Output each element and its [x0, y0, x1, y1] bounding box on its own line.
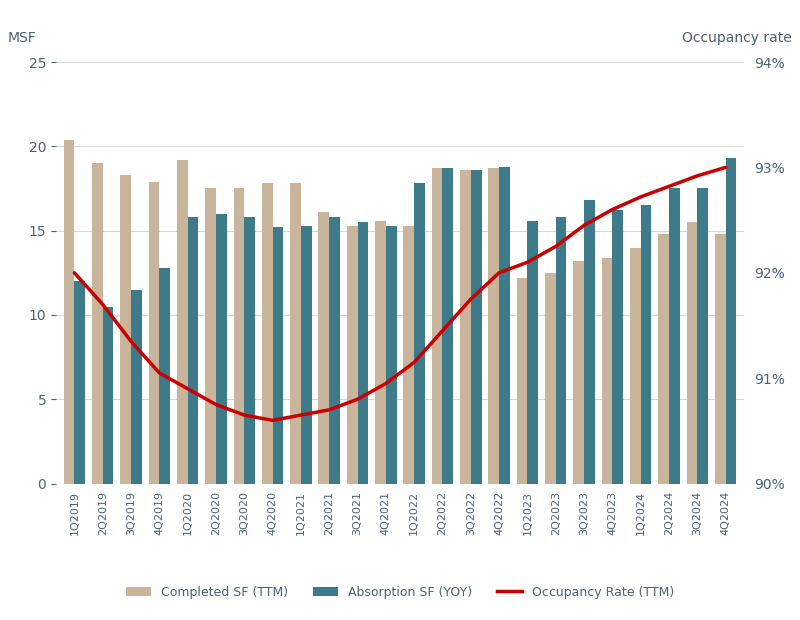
Bar [669, 188, 680, 484]
Bar [74, 281, 85, 484]
Bar [177, 160, 188, 484]
Bar [460, 170, 470, 484]
Bar [262, 184, 273, 484]
Occupancy Rate (TTM) [154, 370, 164, 377]
Bar [375, 221, 386, 484]
Occupancy Rate (TTM) [410, 358, 419, 366]
Occupancy Rate (TTM) [664, 183, 674, 190]
Bar [290, 184, 301, 484]
Occupancy Rate (TTM) [693, 172, 702, 180]
Bar [64, 140, 74, 484]
Bar [206, 188, 216, 484]
Bar [188, 217, 198, 484]
Bar [726, 158, 736, 484]
Bar [102, 306, 114, 484]
Bar [386, 226, 397, 484]
Text: MSF: MSF [8, 31, 37, 45]
Bar [273, 228, 283, 484]
Legend: Completed SF (TTM), Absorption SF (YOY), Occupancy Rate (TTM): Completed SF (TTM), Absorption SF (YOY),… [121, 581, 679, 604]
Occupancy Rate (TTM) [239, 412, 249, 419]
Bar [630, 247, 641, 484]
Bar [686, 222, 698, 484]
Occupancy Rate (TTM) [636, 193, 646, 201]
Bar [414, 184, 425, 484]
Bar [358, 222, 368, 484]
Bar [120, 175, 131, 484]
Bar [159, 268, 170, 484]
Occupancy Rate (TTM) [579, 221, 589, 229]
Bar [318, 212, 330, 484]
Bar [499, 167, 510, 484]
Bar [658, 234, 669, 484]
Bar [403, 226, 414, 484]
Bar [234, 188, 244, 484]
Occupancy Rate (TTM) [296, 412, 306, 419]
Bar [641, 205, 651, 484]
Bar [556, 217, 566, 484]
Bar [488, 168, 499, 484]
Occupancy Rate (TTM) [466, 295, 475, 303]
Bar [301, 226, 312, 484]
Bar [442, 168, 454, 484]
Occupancy Rate (TTM) [494, 269, 504, 277]
Bar [584, 200, 594, 484]
Occupancy Rate (TTM) [438, 327, 447, 335]
Occupancy Rate (TTM) [721, 164, 730, 171]
Bar [612, 210, 623, 484]
Occupancy Rate (TTM) [325, 406, 334, 414]
Occupancy Rate (TTM) [353, 396, 362, 403]
Bar [470, 170, 482, 484]
Bar [131, 290, 142, 484]
Bar [517, 278, 527, 484]
Bar [149, 182, 159, 484]
Occupancy Rate (TTM) [183, 385, 193, 392]
Occupancy Rate (TTM) [607, 206, 617, 213]
Bar [715, 234, 726, 484]
Bar [545, 273, 556, 484]
Occupancy Rate (TTM) [98, 301, 107, 308]
Bar [244, 217, 255, 484]
Occupancy Rate (TTM) [268, 417, 278, 424]
Bar [698, 188, 708, 484]
Occupancy Rate (TTM) [70, 269, 79, 277]
Line: Occupancy Rate (TTM): Occupancy Rate (TTM) [74, 167, 726, 420]
Occupancy Rate (TTM) [381, 379, 390, 387]
Occupancy Rate (TTM) [126, 338, 136, 345]
Bar [346, 226, 358, 484]
Bar [330, 217, 340, 484]
Text: Occupancy rate: Occupancy rate [682, 31, 792, 45]
Bar [574, 261, 584, 484]
Bar [92, 163, 102, 484]
Bar [432, 168, 442, 484]
Bar [527, 221, 538, 484]
Bar [216, 214, 226, 484]
Bar [602, 258, 612, 484]
Occupancy Rate (TTM) [522, 259, 532, 266]
Occupancy Rate (TTM) [551, 243, 561, 250]
Occupancy Rate (TTM) [211, 401, 221, 408]
